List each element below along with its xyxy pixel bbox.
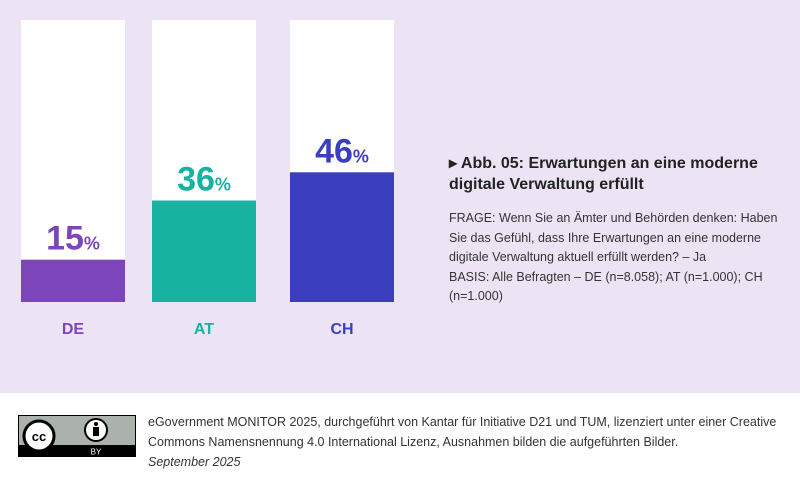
svg-text:cc: cc [32,429,46,444]
figure-title-text: Abb. 05: Erwartungen an eine moderne dig… [449,155,758,193]
figure-title: ▸ Abb. 05: Erwartungen an eine moderne d… [449,153,789,195]
bar-de [21,259,125,302]
question-text: FRAGE: Wenn Sie an Ämter und Behörden de… [449,211,778,264]
license-text: eGovernment MONITOR 2025, durchgeführt v… [148,415,777,449]
cc-by-license-logo: BY cc [18,415,136,457]
category-label-ch: CH [330,321,353,338]
bar-background-de [21,20,125,302]
bar-ch [290,172,394,302]
basis-text: BASIS: Alle Befragten – DE (n=8.058); AT… [449,269,763,304]
footer-credit: eGovernment MONITOR 2025, durchgeführt v… [148,412,800,472]
bar-at [152,200,256,302]
category-label-de: DE [62,321,85,338]
svg-text:BY: BY [91,448,102,457]
chart-panel: 15% DE 36% AT 46% CH ▸ Abb. 05: Erwartungen a… [0,0,800,393]
triangle-icon: ▸ [449,155,458,172]
date-text: September 2025 [148,455,241,469]
category-label-at: AT [194,321,214,338]
figure-caption: ▸ Abb. 05: Erwartungen an eine moderne d… [449,153,789,307]
